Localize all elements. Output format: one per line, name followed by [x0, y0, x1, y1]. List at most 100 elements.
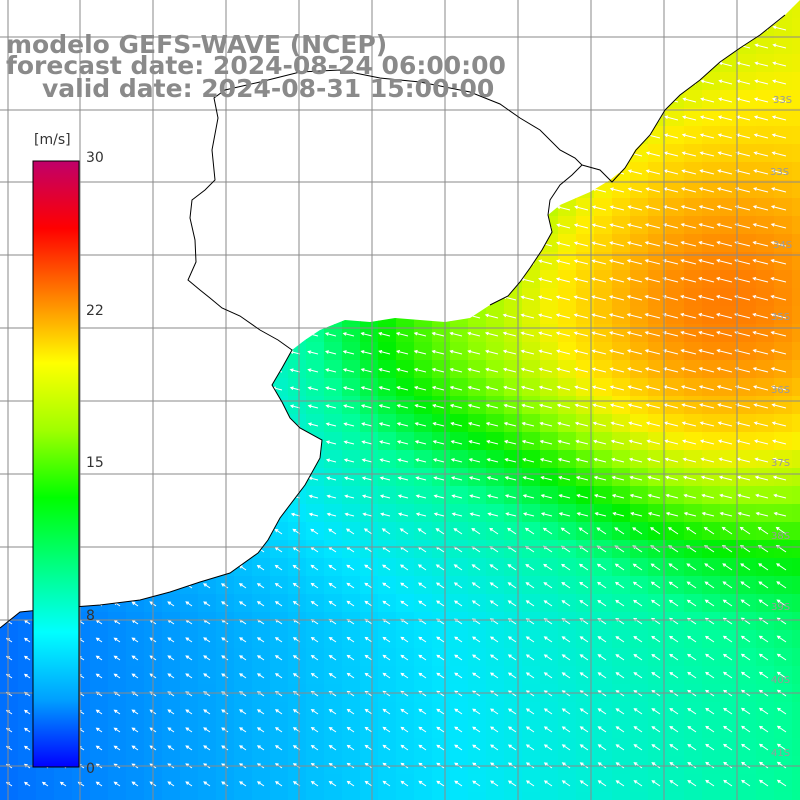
wind-arrow: [698, 385, 715, 391]
field-cell: [450, 360, 469, 379]
wind-arrow: [129, 332, 139, 337]
wind-arrow: [507, 780, 517, 787]
wind-arrow: [467, 169, 481, 175]
field-cell: [18, 774, 37, 793]
wind-arrow: [237, 512, 247, 517]
wind-arrow: [343, 422, 355, 427]
field-cell: [594, 414, 613, 433]
field-cell: [558, 738, 577, 757]
wind-arrow: [183, 422, 193, 427]
wind-arrow: [183, 494, 193, 499]
wind-arrow: [271, 332, 283, 337]
wind-arrow: [558, 512, 571, 517]
wind-arrow: [626, 331, 643, 337]
field-cell: [414, 486, 433, 505]
field-cell: [468, 414, 487, 433]
field-cell: [576, 540, 595, 559]
wind-arrow: [485, 367, 499, 373]
wind-arrow: [485, 133, 499, 139]
wind-arrow: [770, 295, 787, 301]
field-cell: [792, 180, 800, 199]
field-cell: [162, 630, 181, 649]
wind-arrow: [184, 547, 193, 553]
wind-arrow: [681, 403, 697, 409]
wind-arrow: [432, 170, 445, 175]
wind-arrow: [200, 278, 211, 283]
wind-arrow: [5, 529, 13, 535]
wind-arrow: [664, 7, 679, 13]
field-cell: [486, 558, 505, 577]
field-cell: [612, 738, 631, 757]
wind-arrow: [199, 8, 211, 13]
wind-arrow: [129, 404, 139, 409]
field-cell: [0, 360, 19, 379]
field-cell: [522, 108, 541, 127]
field-cell: [90, 0, 109, 19]
wind-arrow: [342, 242, 355, 247]
wind-arrow: [703, 527, 715, 535]
field-cell: [180, 756, 199, 775]
field-cell: [126, 468, 145, 487]
wind-arrow: [575, 439, 589, 445]
wind-arrow: [414, 404, 427, 409]
field-cell: [342, 504, 361, 523]
wind-arrow: [575, 79, 589, 85]
field-cell: [180, 342, 199, 361]
field-cell: [612, 288, 631, 307]
wind-arrow: [92, 188, 103, 193]
field-cell: [162, 486, 181, 505]
field-cell: [396, 648, 415, 667]
field-cell: [432, 216, 451, 235]
field-cell: [432, 18, 451, 37]
wind-arrow: [200, 206, 211, 211]
wind-arrow: [185, 709, 193, 715]
wind-arrow: [682, 61, 697, 67]
field-cell: [126, 180, 145, 199]
field-cell: [540, 774, 559, 793]
field-cell: [774, 342, 793, 361]
wind-arrow: [20, 116, 31, 121]
wind-arrow: [627, 367, 643, 373]
field-cell: [792, 360, 800, 379]
wind-arrow: [164, 368, 175, 373]
wind-arrow: [182, 188, 193, 193]
wind-arrow: [235, 116, 247, 121]
wind-arrow: [489, 600, 499, 607]
wind-arrow: [379, 440, 391, 445]
field-cell: [684, 738, 703, 757]
wind-arrow: [146, 314, 157, 319]
field-cell: [792, 324, 800, 343]
field-cell: [522, 0, 541, 19]
wind-arrow: [525, 564, 535, 571]
wind-arrow: [705, 761, 715, 769]
field-cell: [648, 216, 667, 235]
field-cell: [684, 108, 703, 127]
field-cell: [684, 432, 703, 451]
wind-arrow: [771, 115, 787, 121]
field-cell: [594, 72, 613, 91]
wind-arrow: [700, 79, 715, 85]
field-cell: [594, 252, 613, 271]
field-cell: [306, 792, 325, 800]
field-cell: [288, 450, 307, 469]
field-cell: [306, 738, 325, 757]
field-cell: [702, 252, 721, 271]
wind-arrow: [256, 583, 265, 589]
wind-arrow: [382, 780, 391, 787]
wind-arrow: [378, 206, 391, 211]
wind-arrow: [503, 439, 517, 445]
field-cell: [126, 666, 145, 685]
wind-arrow: [651, 762, 661, 769]
field-cell: [162, 234, 181, 253]
field-cell: [702, 594, 721, 613]
field-cell: [162, 702, 181, 721]
wind-arrow: [92, 134, 103, 139]
wind-arrow: [254, 368, 265, 373]
field-cell: [756, 648, 775, 667]
field-cell: [90, 720, 109, 739]
wind-arrow: [609, 349, 625, 355]
field-cell: [756, 360, 775, 379]
field-cell: [738, 738, 757, 757]
wind-arrow: [521, 115, 535, 121]
field-cell: [0, 234, 19, 253]
